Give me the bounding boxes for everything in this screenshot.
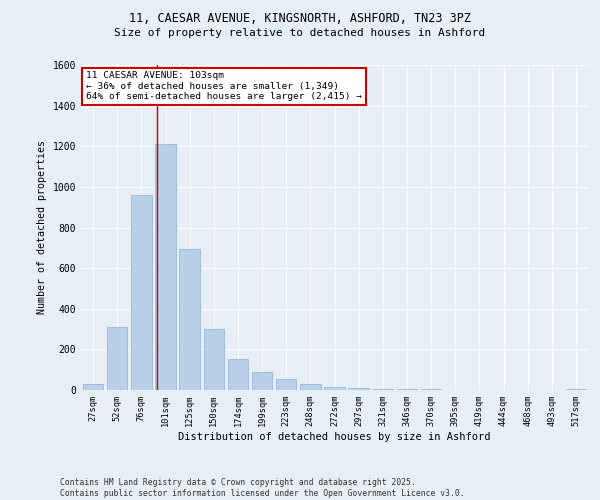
Bar xyxy=(252,372,272,390)
Bar xyxy=(566,389,586,390)
Bar xyxy=(349,388,369,390)
Bar xyxy=(155,144,176,390)
Bar xyxy=(324,387,345,390)
Text: Contains HM Land Registry data © Crown copyright and database right 2025.
Contai: Contains HM Land Registry data © Crown c… xyxy=(60,478,464,498)
Bar xyxy=(227,358,248,390)
X-axis label: Distribution of detached houses by size in Ashford: Distribution of detached houses by size … xyxy=(178,432,491,442)
Bar xyxy=(83,384,103,390)
Bar xyxy=(131,195,152,390)
Bar xyxy=(397,389,417,390)
Bar xyxy=(107,327,127,390)
Bar xyxy=(300,384,320,390)
Bar xyxy=(203,329,224,390)
Text: 11 CAESAR AVENUE: 103sqm
← 36% of detached houses are smaller (1,349)
64% of sem: 11 CAESAR AVENUE: 103sqm ← 36% of detach… xyxy=(86,72,362,102)
Text: Size of property relative to detached houses in Ashford: Size of property relative to detached ho… xyxy=(115,28,485,38)
Y-axis label: Number of detached properties: Number of detached properties xyxy=(37,140,47,314)
Text: 11, CAESAR AVENUE, KINGSNORTH, ASHFORD, TN23 3PZ: 11, CAESAR AVENUE, KINGSNORTH, ASHFORD, … xyxy=(129,12,471,26)
Bar xyxy=(276,379,296,390)
Bar xyxy=(179,249,200,390)
Bar xyxy=(373,389,393,390)
